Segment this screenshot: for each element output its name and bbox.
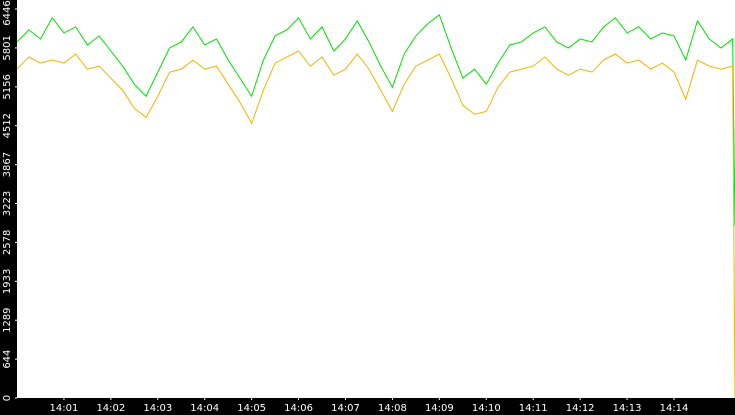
x-tick-label: 14:11 bbox=[519, 403, 548, 414]
x-tick-label: 14:08 bbox=[378, 403, 407, 414]
x-tick-label: 14:07 bbox=[331, 403, 360, 414]
series-line bbox=[16, 13, 735, 227]
y-tick-label: 1933 bbox=[2, 269, 13, 294]
x-tick-label: 14:03 bbox=[143, 403, 172, 414]
y-tick-label: 3223 bbox=[2, 191, 13, 216]
y-tick-label: 3867 bbox=[2, 152, 13, 177]
y-tick-label: 2578 bbox=[2, 230, 13, 255]
x-tick-label: 14:05 bbox=[237, 403, 266, 414]
x-tick-label: 14:12 bbox=[566, 403, 595, 414]
x-tick-label: 14:10 bbox=[472, 403, 501, 414]
y-tick-label: 5801 bbox=[2, 35, 13, 60]
y-axis-strip bbox=[0, 0, 17, 415]
y-tick-label: 4512 bbox=[2, 113, 13, 138]
y-tick-label: 1289 bbox=[2, 307, 13, 332]
x-tick-label: 14:09 bbox=[425, 403, 454, 414]
y-tick-label: 6446 bbox=[2, 0, 13, 25]
x-tick-label: 14:06 bbox=[284, 403, 313, 414]
x-tick-label: 14:14 bbox=[660, 403, 689, 414]
x-axis-strip bbox=[0, 398, 735, 415]
y-tick-label: 5156 bbox=[2, 74, 13, 99]
y-tick-label: 0 bbox=[2, 395, 13, 401]
series-line bbox=[16, 50, 735, 399]
x-tick-label: 14:01 bbox=[50, 403, 79, 414]
x-tick-label: 14:13 bbox=[613, 403, 642, 414]
y-tick-label: 644 bbox=[2, 350, 13, 369]
x-tick-label: 14:04 bbox=[190, 403, 219, 414]
x-tick-label: 14:02 bbox=[96, 403, 125, 414]
